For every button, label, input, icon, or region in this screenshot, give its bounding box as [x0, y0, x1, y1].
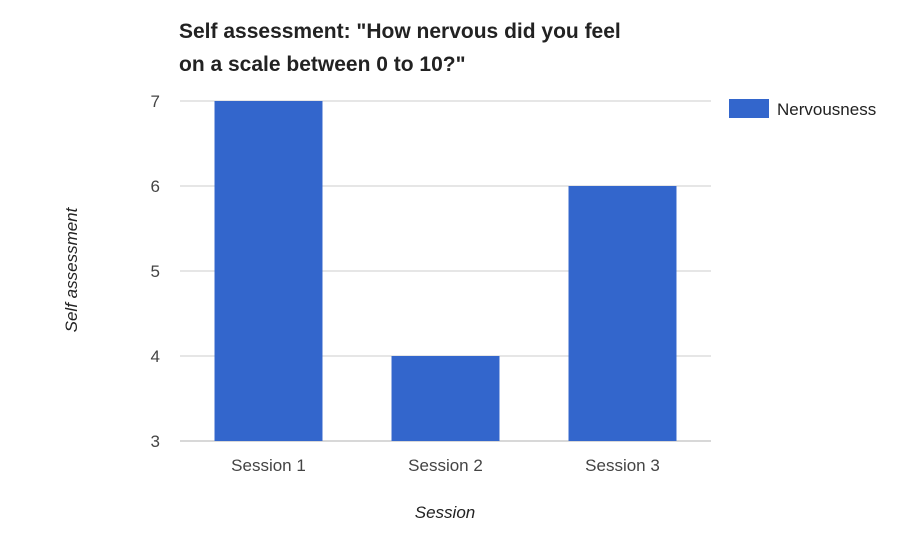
legend-label-nervousness: Nervousness — [777, 100, 876, 119]
bar-session-1 — [214, 101, 323, 441]
chart-title-line-1: Self assessment: "How nervous did you fe… — [179, 20, 621, 43]
y-tick-label-7: 7 — [151, 92, 160, 111]
y-axis-ticks: 3 4 5 6 7 — [151, 92, 160, 451]
y-axis-title: Self assessment — [62, 206, 81, 332]
chart-title: Self assessment: "How nervous did you fe… — [179, 20, 621, 76]
y-tick-label-5: 5 — [151, 262, 160, 281]
chart-title-line-2: on a scale between 0 to 10?" — [179, 53, 466, 76]
y-tick-label-6: 6 — [151, 177, 160, 196]
x-axis-title: Session — [415, 503, 475, 522]
x-axis-ticks: Session 1 Session 2 Session 3 — [231, 456, 660, 475]
bars — [214, 101, 677, 441]
y-tick-label-3: 3 — [151, 432, 160, 451]
bar-session-3 — [568, 186, 677, 441]
legend: Nervousness — [729, 99, 876, 119]
x-tick-label-session-1: Session 1 — [231, 456, 306, 475]
x-tick-label-session-2: Session 2 — [408, 456, 483, 475]
x-tick-label-session-3: Session 3 — [585, 456, 660, 475]
legend-swatch-nervousness — [729, 99, 769, 118]
y-tick-label-4: 4 — [151, 347, 160, 366]
bar-session-2 — [391, 356, 500, 441]
